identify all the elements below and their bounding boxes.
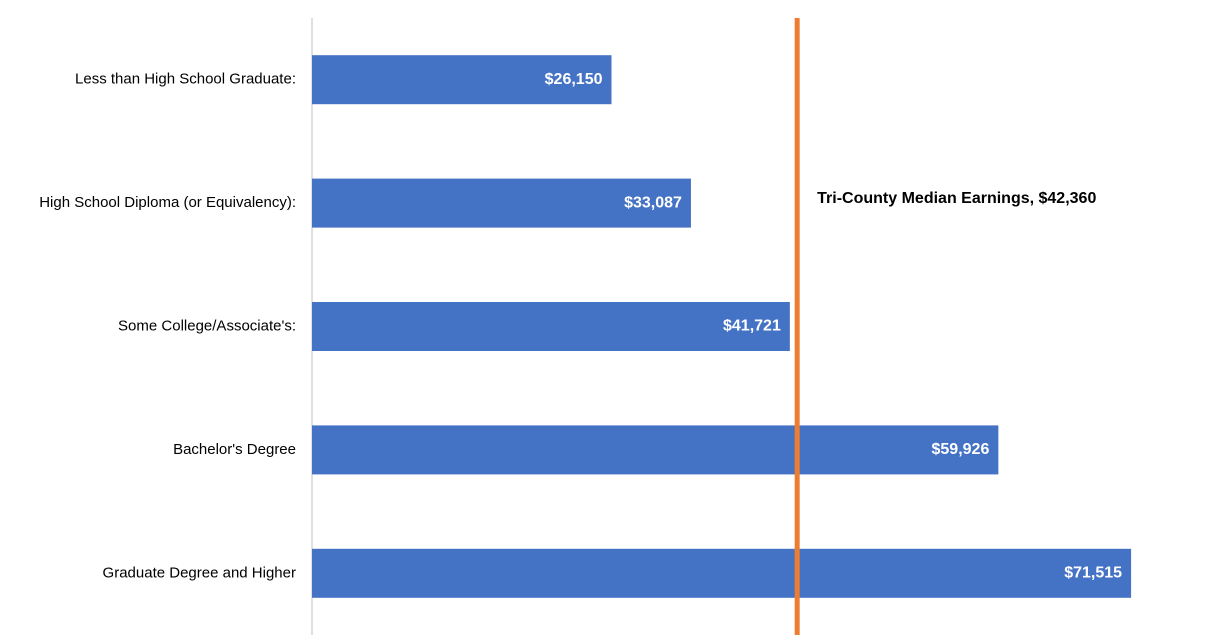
- y-tick-label: High School Diploma (or Equivalency):: [39, 194, 296, 211]
- bar: [312, 302, 790, 351]
- bar: [312, 425, 999, 475]
- value-label: $71,515: [1064, 565, 1122, 582]
- reference-label: Tri-County Median Earnings, $42,360: [817, 190, 1096, 207]
- bar: [312, 548, 1132, 598]
- bar: [312, 178, 691, 228]
- bar: [312, 55, 612, 105]
- y-tick-label: Some College/Associate's:: [118, 317, 296, 334]
- y-tick-label: Graduate Degree and Higher: [103, 564, 296, 581]
- value-label: $59,926: [932, 441, 990, 458]
- value-label: $41,721: [723, 318, 781, 335]
- y-tick-label: Bachelor's Degree: [173, 441, 296, 458]
- value-label: $33,087: [624, 194, 682, 211]
- value-label: $26,150: [545, 71, 603, 88]
- y-tick-label: Less than High School Graduate:: [75, 71, 296, 88]
